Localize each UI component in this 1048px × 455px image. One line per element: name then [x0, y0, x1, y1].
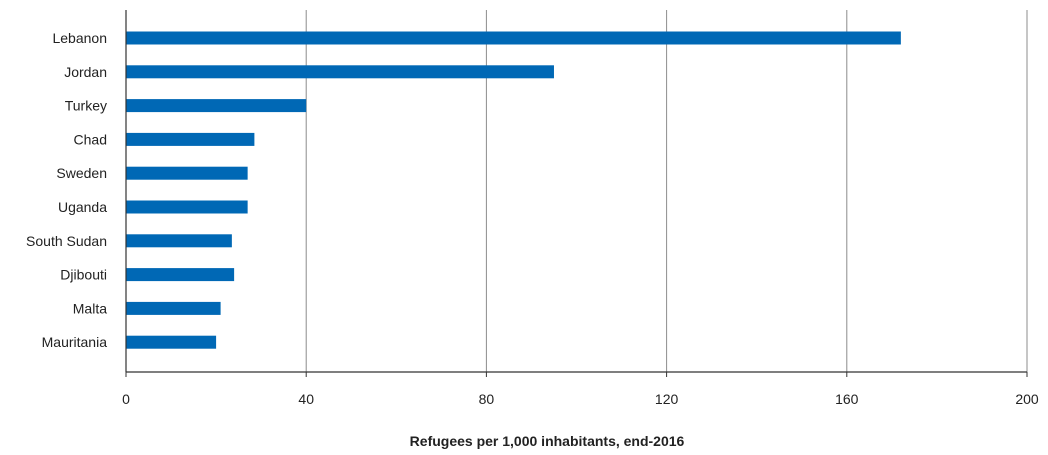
bar-chad: [126, 132, 255, 146]
bar-jordan: [126, 65, 554, 79]
tick-labels: 0 40 80 120 160 200: [122, 391, 1039, 407]
tick-label-200: 200: [1015, 391, 1039, 407]
bar-djibouti: [126, 268, 235, 282]
category-label-sweden: Sweden: [56, 165, 107, 181]
category-label-south-sudan: South Sudan: [26, 233, 107, 249]
category-label-uganda: Uganda: [58, 199, 107, 215]
category-label-jordan: Jordan: [64, 64, 107, 80]
tick-label-40: 40: [298, 391, 314, 407]
category-label-turkey: Turkey: [65, 98, 107, 114]
bar-lebanon: [126, 31, 901, 45]
bars-group: [126, 31, 901, 349]
category-label-djibouti: Djibouti: [60, 267, 107, 283]
grid-lines: [305, 10, 1028, 372]
tick-label-120: 120: [655, 391, 679, 407]
category-label-malta: Malta: [73, 300, 107, 316]
bar-uganda: [126, 200, 248, 214]
bar-south-sudan: [126, 234, 232, 248]
tick-label-160: 160: [835, 391, 859, 407]
axes-group: [125, 10, 1028, 377]
category-label-lebanon: Lebanon: [52, 30, 107, 46]
x-axis-title: Refugees per 1,000 inhabitants, end-2016: [410, 433, 685, 449]
category-labels: Lebanon Jordan Turkey Chad Sweden Uganda South…: [26, 30, 107, 350]
bar-turkey: [126, 99, 307, 113]
category-label-mauritania: Mauritania: [42, 334, 108, 350]
bar-malta: [126, 301, 221, 315]
bar-mauritania: [126, 335, 217, 349]
tick-label-0: 0: [122, 391, 130, 407]
bar-sweden: [126, 166, 248, 180]
tick-label-80: 80: [479, 391, 495, 407]
category-label-chad: Chad: [74, 131, 107, 147]
